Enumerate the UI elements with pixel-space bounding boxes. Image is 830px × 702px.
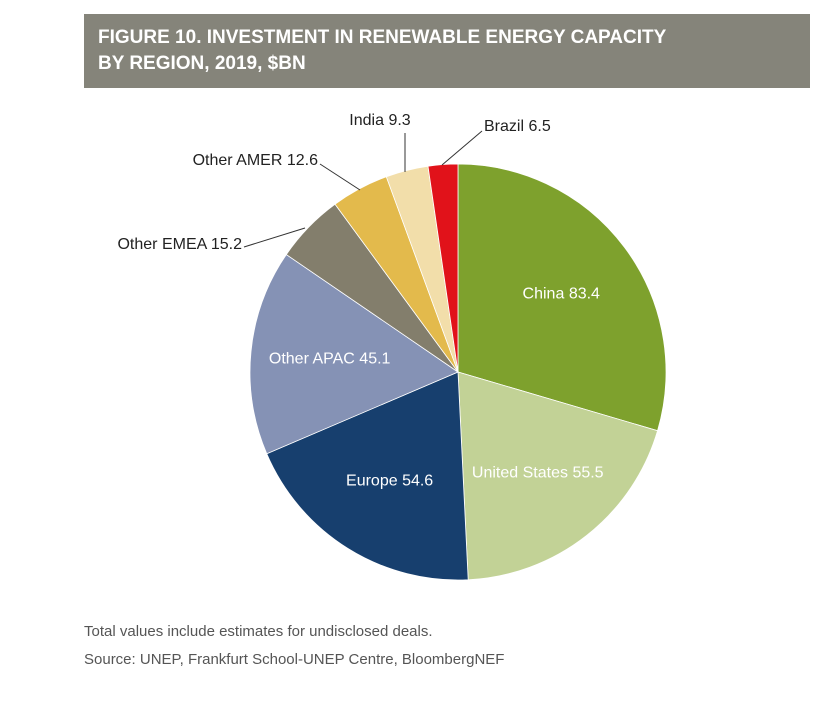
pie-slice <box>266 371 469 581</box>
leader-line <box>441 130 483 166</box>
category-label: United States <box>472 465 568 482</box>
chart-title: FIGURE 10. INVESTMENT IN RENEWABLE ENERG… <box>98 27 667 48</box>
value-label: 45.1 <box>359 351 390 368</box>
value-label: 12.6 <box>287 152 318 169</box>
value-label: 83.4 <box>569 286 600 303</box>
category-label: Other APAC <box>269 351 355 368</box>
category-label: Brazil <box>484 118 524 135</box>
slice-label: United States 55.5 <box>472 465 604 482</box>
chart-title: BY REGION, 2019, $BN <box>98 53 306 74</box>
value-label: 15.2 <box>211 236 242 253</box>
slice-label: India 9.3 <box>349 112 411 129</box>
value-label: 6.5 <box>528 118 550 135</box>
category-label: Other AMER <box>193 152 283 169</box>
slice-label: Other APAC 45.1 <box>269 351 391 368</box>
slice-label: Brazil 6.5 <box>484 118 551 135</box>
slice-label: China 83.4 <box>523 286 601 303</box>
slice-label: Other EMEA 15.2 <box>117 236 242 253</box>
category-label: India <box>349 112 384 129</box>
value-label: 55.5 <box>572 465 603 482</box>
category-label: Other EMEA <box>117 236 207 253</box>
category-label: China <box>523 286 565 303</box>
category-label: Europe <box>346 473 398 490</box>
note: Source: UNEP, Frankfurt School-UNEP Cent… <box>84 651 504 668</box>
pie-slice <box>457 371 659 581</box>
value-label: 54.6 <box>402 473 433 490</box>
slice-label: Europe 54.6 <box>346 473 433 490</box>
note: Total values include estimates for undis… <box>84 623 433 640</box>
value-label: 9.3 <box>388 112 410 129</box>
leader-line <box>243 227 306 248</box>
pie-slice <box>457 163 667 432</box>
slice-label: Other AMER 12.6 <box>193 152 319 169</box>
title-band <box>84 14 810 88</box>
leader-line <box>319 163 361 191</box>
pie-slice <box>249 253 459 455</box>
